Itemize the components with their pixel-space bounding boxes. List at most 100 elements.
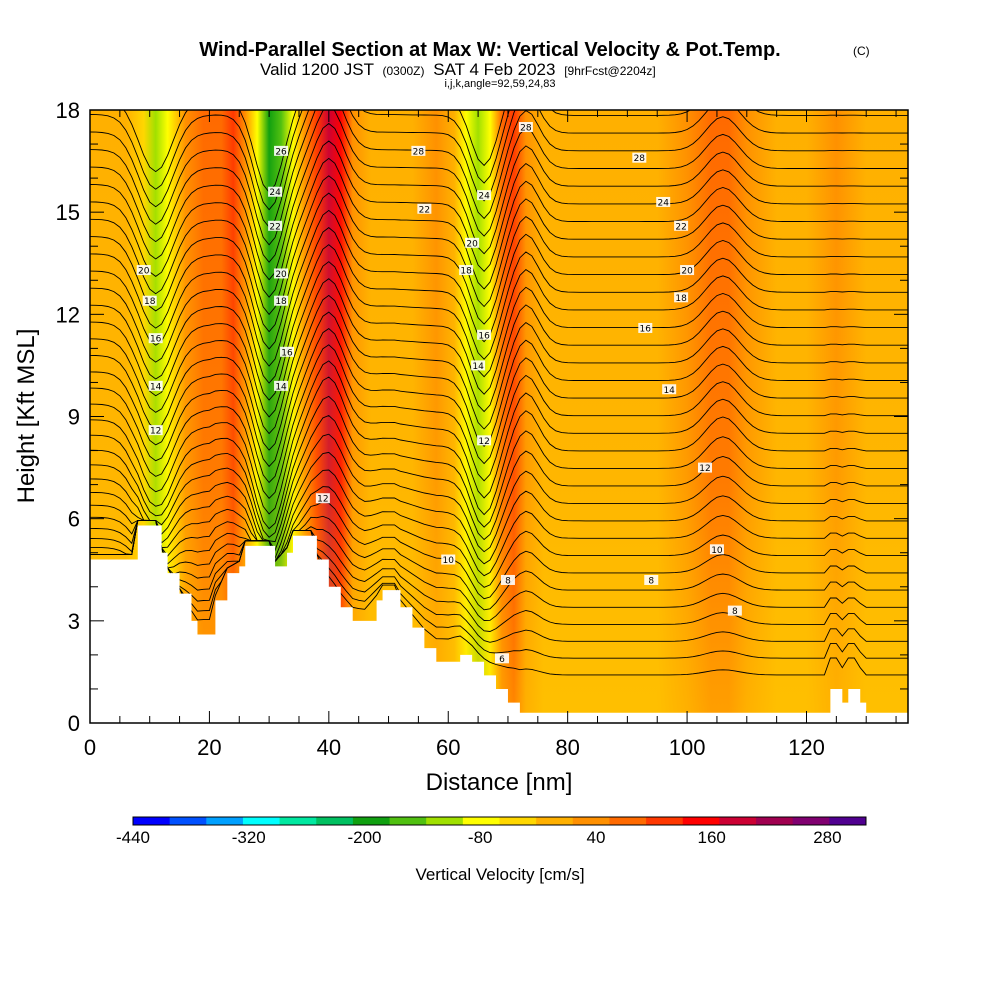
contour-label: 14 [150, 382, 162, 392]
contour-label: 26 [275, 147, 287, 157]
contour-label-bg [148, 333, 163, 344]
contour-label: 18 [460, 267, 472, 277]
chart-title-mark: (C) [853, 44, 870, 58]
isentrope-line [90, 395, 908, 538]
x-tick-label: 80 [555, 735, 579, 760]
contour-label-bg [477, 329, 492, 340]
isentrope-line [90, 209, 908, 367]
colorbar-swatch [719, 817, 757, 825]
chart-title: Wind-Parallel Section at Max W: Vertical… [199, 39, 780, 61]
contour-label-bg [500, 574, 515, 585]
isentrope-line [90, 122, 908, 281]
colorbar-tick-label: 40 [586, 828, 605, 847]
contour-label-bg [136, 265, 151, 276]
colorbar-swatch [279, 817, 317, 825]
isentrope-line [90, 110, 908, 263]
contour-label-bg [727, 605, 742, 616]
colorbar-swatch [536, 817, 574, 825]
contour-label-bg [662, 384, 677, 395]
contour-label: 10 [711, 546, 723, 556]
isentrope-line [90, 519, 908, 659]
potential-temperature-contours [90, 110, 908, 676]
contour-label: 24 [269, 188, 281, 198]
contour-label-bg [148, 425, 163, 436]
contour-label-bg [632, 152, 647, 163]
isentrope-line [90, 157, 908, 316]
contour-label: 22 [419, 205, 430, 215]
colorbar-tick-label: -80 [468, 828, 493, 847]
terrain-mask [90, 525, 908, 723]
contour-label-bg [268, 186, 283, 197]
colorbar-swatch [462, 817, 500, 825]
isentrope-line [90, 515, 908, 611]
contour-label-bg [644, 574, 659, 585]
isentrope-line [90, 110, 908, 228]
x-tick-label: 0 [84, 735, 96, 760]
contour-label-bg [411, 145, 426, 156]
contour-label-bg [674, 220, 689, 231]
colorbar-swatch [609, 817, 647, 825]
isentrope-line [90, 244, 908, 401]
colorbar: -440 -320 -200 -80 40 160 280 [116, 816, 867, 847]
y-tick-label: 18 [56, 98, 80, 123]
contour-label: 18 [144, 297, 156, 307]
colorbar-swatch [389, 817, 427, 825]
contour-label: 10 [443, 556, 455, 566]
y-tick-label: 12 [56, 302, 80, 327]
colorbar-swatch [829, 817, 867, 825]
contour-label-bg [477, 435, 492, 446]
contour-label: 20 [466, 239, 478, 249]
isentrope-line [90, 140, 908, 298]
colorbar-swatch [756, 817, 794, 825]
colorbar-frame [132, 816, 867, 826]
isentrope-line [90, 469, 908, 577]
grid-indices: i,j,k,angle=92,59,24,83 [444, 78, 555, 90]
contour-label: 24 [657, 198, 669, 208]
colorbar-tick-label: -320 [232, 828, 266, 847]
colorbar-swatch [646, 817, 684, 825]
isentrope-line [90, 175, 908, 333]
colorbar-swatch [682, 817, 720, 825]
x-axis: 0 20 40 60 80 100 120 [84, 110, 897, 760]
x-tick-label: 40 [317, 735, 341, 760]
isentrope-line [90, 294, 908, 451]
isentrope-line [90, 501, 908, 600]
y-axis-label: Height [Kft MSL] [13, 329, 40, 504]
isentrope-line [90, 110, 908, 211]
contour-label: 12 [478, 437, 489, 447]
contour-label-bg [471, 360, 486, 371]
contour-label: 14 [275, 382, 287, 392]
isentrope-line [90, 192, 908, 350]
contour-labels: 28 28 28 26 24 24 24 22 22 22 20 20 20 20 18 18 18 18 16 16… [136, 122, 742, 665]
y-tick-label: 15 [56, 200, 80, 225]
contour-label: 16 [478, 331, 490, 341]
isentrope-line [90, 261, 908, 418]
contour-label-bg [274, 380, 289, 391]
colorbar-tick-label: 280 [813, 828, 841, 847]
colorbar-swatch [572, 817, 610, 825]
contour-label: 20 [681, 267, 693, 277]
colorbar-swatch [352, 817, 391, 825]
contour-label-bg [315, 493, 330, 504]
contour-label: 18 [275, 297, 287, 307]
contour-label-bg [638, 322, 653, 333]
isentrope-line [90, 414, 908, 543]
x-tick-label: 120 [788, 735, 825, 760]
x-tick-label: 100 [669, 735, 706, 760]
isentrope-line [90, 451, 908, 565]
contour-label: 20 [138, 267, 150, 277]
contour-label: 8 [732, 607, 738, 617]
contour-label: 14 [663, 386, 675, 396]
isentrope-line [90, 433, 908, 553]
isentrope-line [90, 376, 908, 530]
contour-label-bg [148, 380, 163, 391]
colorbar-tick-label: -200 [347, 828, 381, 847]
contour-label-bg [417, 203, 432, 214]
y-tick-label: 0 [68, 711, 80, 736]
contour-label: 20 [275, 270, 287, 280]
colorbar-tick-label: -440 [116, 828, 150, 847]
contour-label-bg [697, 462, 712, 473]
contour-label: 16 [640, 324, 652, 334]
contour-label-bg [465, 237, 480, 248]
contour-label-bg [268, 220, 283, 231]
